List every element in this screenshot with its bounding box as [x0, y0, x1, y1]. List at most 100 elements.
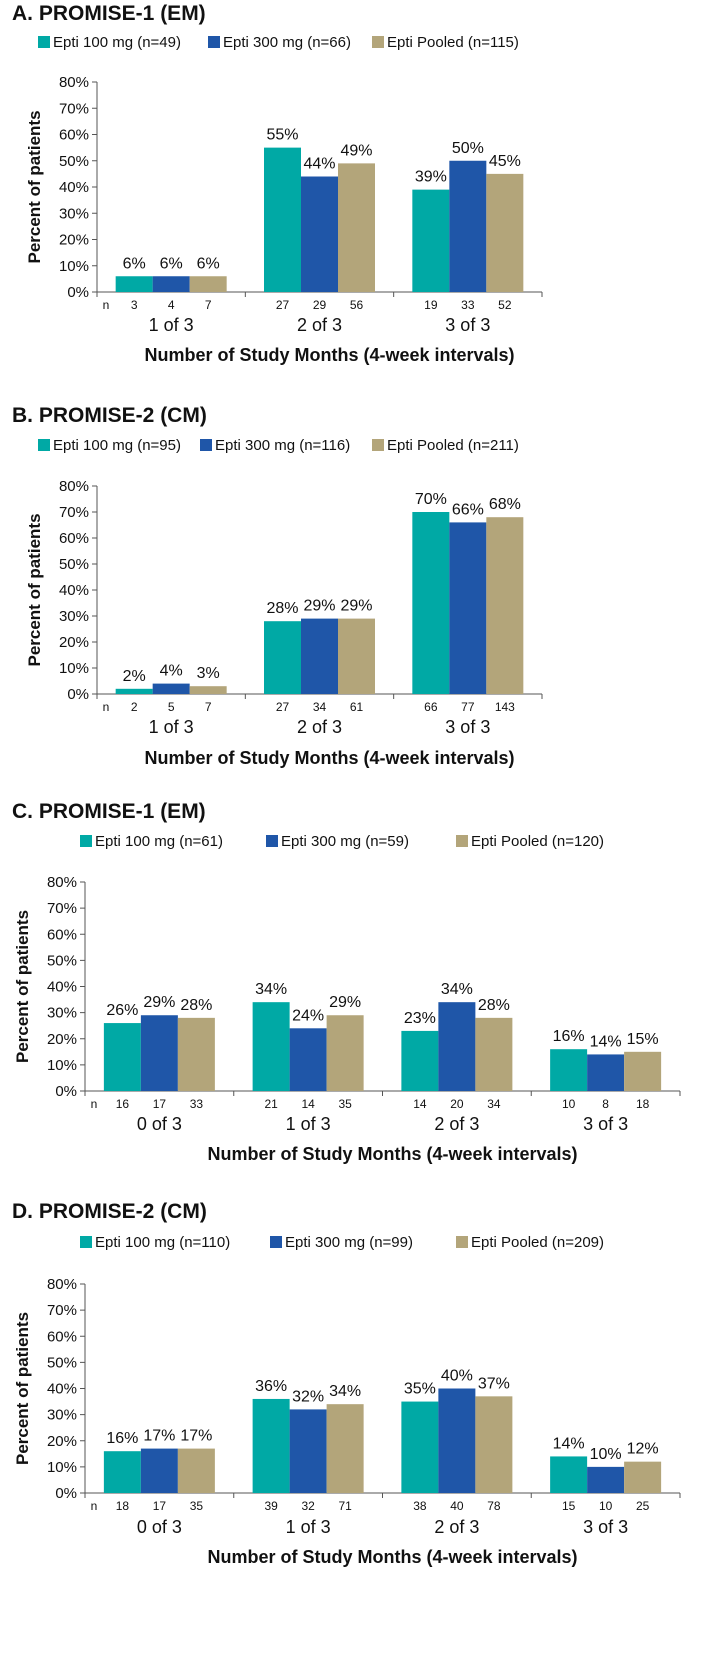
bar	[624, 1051, 662, 1091]
bar	[587, 1466, 625, 1493]
y-tick-label: 10%	[59, 258, 89, 275]
panel-title: B. PROMISE-2 (CM)	[12, 404, 207, 427]
data-label: 44%	[303, 156, 335, 173]
bar	[177, 1017, 215, 1091]
data-label: 6%	[160, 255, 183, 272]
chart-panel-b: B. PROMISE-2 (CM) Epti 100 mg (n=95) Epti …	[12, 404, 543, 768]
y-tick-label: 60%	[59, 127, 89, 144]
bar	[289, 1028, 327, 1091]
n-count-label: 52	[498, 298, 512, 312]
y-tick-label: 50%	[47, 952, 77, 969]
y-tick-label: 50%	[59, 153, 89, 170]
y-tick-label: 0%	[67, 284, 89, 301]
x-category-label: 3 of 3	[445, 717, 490, 737]
bar	[338, 618, 375, 694]
bar	[624, 1461, 662, 1493]
y-axis-title: Percent of patients	[25, 513, 44, 666]
n-count-label: 33	[190, 1097, 204, 1111]
bar	[177, 1448, 215, 1493]
n-count-label: 35	[338, 1097, 352, 1111]
legend-swatch	[80, 835, 92, 847]
data-label: 66%	[452, 501, 484, 518]
legend-label: Epti Pooled (n=209)	[471, 1234, 604, 1251]
data-label: 6%	[123, 255, 146, 272]
y-tick-label: 60%	[59, 530, 89, 547]
legend: Epti 100 mg (n=49) Epti 300 mg (n=66) Epti…	[38, 34, 519, 51]
legend-swatch	[372, 36, 384, 48]
x-category-label: 2 of 3	[297, 717, 342, 737]
data-label: 23%	[404, 1010, 436, 1027]
legend: Epti 100 mg (n=110) Epti 300 mg (n=99) Ept…	[80, 1234, 604, 1251]
y-tick-label: 20%	[59, 634, 89, 651]
n-count-label: 66	[424, 700, 438, 714]
data-label: 34%	[329, 1383, 361, 1400]
bar	[252, 1398, 290, 1493]
y-tick-label: 80%	[59, 478, 89, 495]
bar	[115, 688, 153, 694]
data-label: 3%	[197, 665, 220, 682]
n-count-label: 33	[461, 298, 475, 312]
n-count-label: 25	[636, 1499, 650, 1513]
bar	[412, 189, 450, 292]
legend-label: Epti 300 mg (n=66)	[223, 34, 351, 51]
y-tick-label: 60%	[47, 926, 77, 943]
x-category-label: 2 of 3	[434, 1114, 479, 1134]
data-label: 37%	[478, 1375, 510, 1392]
data-label: 26%	[106, 1002, 138, 1019]
n-count-label: 61	[350, 700, 364, 714]
y-axis-title: Percent of patients	[25, 110, 44, 263]
bar	[475, 1396, 513, 1493]
data-label: 16%	[553, 1028, 585, 1045]
y-tick-label: 10%	[59, 660, 89, 677]
y-tick-label: 30%	[47, 1407, 77, 1424]
n-count-label: 18	[116, 1499, 130, 1513]
n-count-label: 40	[450, 1499, 464, 1513]
legend-label: Epti 100 mg (n=110)	[95, 1234, 230, 1251]
x-category-label: 1 of 3	[286, 1114, 331, 1134]
legend-swatch	[456, 1236, 468, 1248]
legend-label: Epti 300 mg (n=116)	[215, 437, 350, 454]
n-row-label: n	[103, 298, 110, 312]
data-label: 17%	[143, 1428, 175, 1445]
n-count-label: 17	[153, 1097, 167, 1111]
data-label: 35%	[404, 1381, 436, 1398]
n-count-label: 3	[131, 298, 138, 312]
bar	[264, 147, 301, 292]
y-tick-label: 70%	[59, 100, 89, 117]
bar	[587, 1054, 625, 1091]
data-label: 32%	[292, 1388, 324, 1405]
n-count-label: 32	[301, 1499, 315, 1513]
n-count-label: 34	[313, 700, 327, 714]
y-tick-label: 10%	[47, 1057, 77, 1074]
chart-panel-c: C. PROMISE-1 (EM)Epti 100 mg (n=61) Epti …	[12, 800, 681, 1164]
bar	[326, 1015, 364, 1091]
n-count-label: 2	[131, 700, 138, 714]
bar	[140, 1448, 178, 1493]
n-count-label: 17	[153, 1499, 167, 1513]
n-row-label: n	[91, 1499, 98, 1513]
panel-title: A. PROMISE-1 (EM)	[12, 2, 206, 25]
n-count-label: 20	[450, 1097, 464, 1111]
n-count-label: 143	[495, 700, 515, 714]
data-label: 6%	[197, 255, 220, 272]
y-tick-label: 40%	[59, 179, 89, 196]
legend-swatch	[200, 439, 212, 451]
legend-label: Epti 100 mg (n=49)	[53, 34, 181, 51]
legend-swatch	[266, 835, 278, 847]
n-count-label: 10	[562, 1097, 576, 1111]
y-tick-label: 70%	[59, 504, 89, 521]
bar	[152, 683, 190, 694]
bar	[338, 163, 375, 292]
y-axis-title: Percent of patients	[13, 1312, 32, 1465]
data-label: 29%	[303, 598, 335, 615]
n-row-label: n	[91, 1097, 98, 1111]
legend-label: Epti 100 mg (n=61)	[95, 833, 223, 850]
y-tick-label: 40%	[47, 1381, 77, 1398]
legend-label: Epti 300 mg (n=99)	[285, 1234, 413, 1251]
n-count-label: 38	[413, 1499, 427, 1513]
y-tick-label: 40%	[59, 582, 89, 599]
legend: Epti 100 mg (n=95) Epti 300 mg (n=116) Ept…	[38, 437, 519, 454]
bar	[103, 1023, 141, 1091]
n-count-label: 7	[205, 700, 212, 714]
